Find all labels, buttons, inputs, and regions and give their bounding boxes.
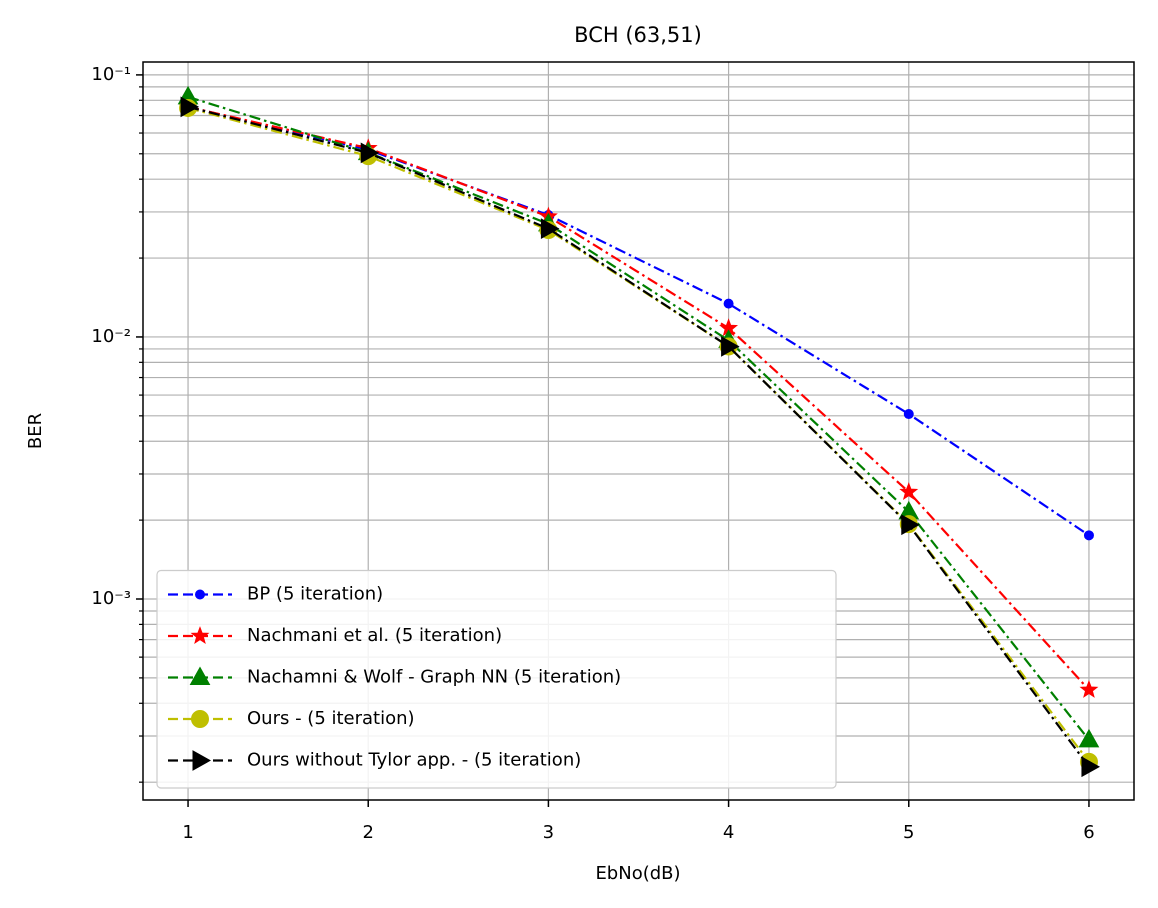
marker [723, 298, 734, 309]
y-tick-label: 10⁻¹ [91, 64, 131, 85]
legend-marker [195, 589, 205, 600]
marker [899, 482, 919, 501]
series-line [187, 95, 1090, 741]
y-tick-label: 10⁻² [91, 326, 131, 347]
marker [180, 96, 200, 118]
legend-label: BP (5 iteration) [247, 584, 383, 605]
y-axis-label: BER [25, 413, 46, 449]
x-tick-label: 3 [543, 822, 554, 843]
marker [1083, 530, 1094, 541]
x-axis-label: EbNo(dB) [595, 863, 680, 884]
series-line [187, 105, 1090, 691]
marker [360, 142, 380, 164]
x-tick-label: 1 [182, 822, 193, 843]
marker [903, 409, 914, 420]
x-tick-label: 6 [1083, 822, 1094, 843]
marker [901, 514, 920, 536]
legend-label: Nachamni & Wolf - Graph NN (5 iteration) [247, 667, 621, 688]
axes-frame [142, 61, 1135, 801]
legend-box [156, 569, 837, 789]
x-tick-label: 5 [903, 822, 914, 843]
chart-title: BCH (63,51) [574, 23, 702, 47]
series-line [187, 105, 1090, 537]
marker [1081, 756, 1100, 778]
marker [721, 336, 740, 357]
x-tick-label: 2 [363, 822, 374, 843]
x-tick-label: 4 [723, 822, 734, 843]
legend-marker [191, 710, 209, 728]
plot-area [177, 85, 1100, 778]
legend-marker [190, 626, 210, 645]
marker [540, 218, 560, 239]
y-tick-label: 10⁻³ [91, 588, 131, 609]
marker [1078, 728, 1100, 748]
marker [1079, 679, 1099, 698]
legend-marker [192, 750, 212, 771]
series-line [187, 105, 1090, 768]
legend: BP (5 iteration) Nachmani et al. (5 itera… [156, 569, 837, 789]
legend-label: Ours without Tylor app. - (5 iteration) [247, 750, 581, 771]
legend-label: Nachmani et al. (5 iteration) [247, 625, 502, 646]
legend-label: Ours - (5 iteration) [247, 708, 415, 729]
legend-marker [189, 666, 211, 685]
